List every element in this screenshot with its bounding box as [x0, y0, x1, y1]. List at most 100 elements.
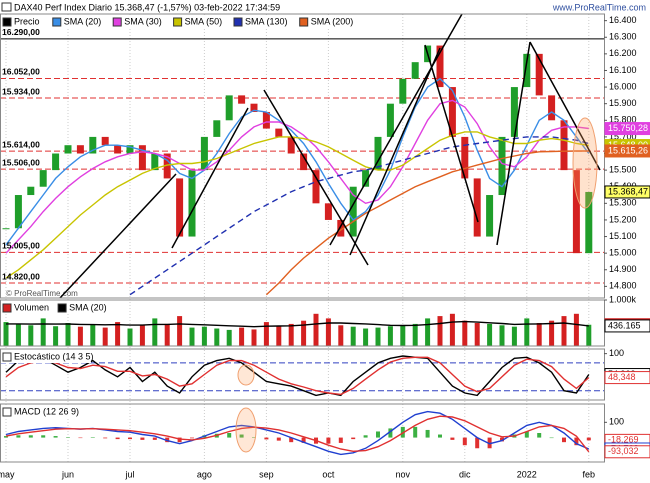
panel-frame [0, 403, 605, 463]
legend-label: SMA (20) [64, 16, 102, 26]
trend-line [424, 44, 479, 223]
candle [39, 170, 47, 187]
candle [101, 136, 109, 146]
candle [448, 87, 456, 137]
bar [139, 325, 145, 346]
panel [0, 38, 604, 296]
level-label: 15.005,00 [2, 241, 40, 251]
bar [251, 329, 257, 346]
bar [65, 323, 71, 346]
x-tick-label: feb [583, 469, 596, 479]
histogram [41, 435, 46, 438]
legend-bg [2, 15, 52, 28]
histogram [227, 433, 232, 438]
histogram [388, 428, 393, 438]
legend-bg [1, 350, 91, 363]
level-label: 15.934,00 [2, 86, 40, 96]
histogram [425, 429, 430, 438]
legend-swatch [2, 407, 12, 417]
candle [126, 145, 134, 154]
candle [510, 87, 518, 137]
histogram [562, 437, 566, 443]
value-label-box [604, 122, 650, 136]
histogram [239, 434, 244, 438]
histogram [152, 437, 157, 440]
histogram [462, 437, 467, 446]
value-label-box [604, 319, 650, 333]
series-line [265, 150, 589, 296]
bar [449, 313, 455, 346]
value-label: -18,269 [608, 435, 639, 445]
histogram [252, 437, 256, 438]
histogram [53, 436, 58, 438]
legend-swatch [2, 17, 12, 27]
candle [225, 95, 233, 121]
candle [213, 120, 221, 137]
histogram [524, 431, 529, 438]
y-tick-label: 16.300 [609, 32, 637, 42]
value-label: 48,348 [608, 372, 636, 382]
level-label: 15.614,00 [2, 139, 40, 149]
value-label: 15.615,26 [608, 145, 648, 155]
level-label: 16.290,00 [2, 27, 40, 37]
series-line [5, 356, 590, 396]
trend-lines [59, 13, 601, 299]
histogram [500, 437, 504, 442]
chart-title: DAX40 Perf Index Diario 15.368,47 (-1,57… [14, 2, 280, 12]
y-tick-label: 15.100 [609, 231, 637, 241]
legend-swatch [299, 17, 309, 27]
bar [350, 326, 356, 346]
bar [15, 323, 21, 346]
legend-title: MACD (12 26 9) [14, 406, 79, 416]
x-tick-label: ago [197, 469, 212, 479]
trend-line [171, 107, 249, 249]
panel [4, 410, 591, 456]
candle [176, 178, 184, 237]
bar [363, 328, 369, 346]
bar [177, 316, 183, 346]
bar [499, 325, 505, 346]
legend-swatch [112, 17, 122, 27]
x-tick-label: jun [61, 469, 74, 479]
trend-line [59, 173, 177, 299]
trend-line [329, 13, 463, 246]
histogram [301, 437, 306, 443]
value-label-box [604, 185, 650, 199]
candle [585, 191, 593, 254]
candle [486, 195, 494, 237]
bar [239, 327, 245, 346]
legend-swatch [233, 17, 243, 27]
level-label: 16.052,00 [2, 67, 40, 77]
bar [400, 325, 406, 346]
trend-line [529, 41, 601, 171]
legend-label: SMA (130) [245, 16, 288, 26]
x-tick-label: dic [459, 469, 471, 479]
y-tick-label: 15.300 [609, 198, 637, 208]
bar [301, 320, 307, 346]
series-line [5, 415, 590, 453]
bar [561, 316, 567, 346]
candle [2, 228, 10, 230]
series-line [5, 99, 589, 254]
candle [324, 203, 332, 220]
histogram [103, 437, 108, 439]
bar [226, 329, 232, 346]
candle [89, 136, 97, 154]
bar [288, 323, 294, 346]
candle [560, 120, 568, 171]
histogram [90, 437, 95, 438]
bar [3, 322, 9, 346]
bar [313, 313, 319, 346]
candle [188, 170, 196, 237]
candle [250, 103, 258, 112]
bar [487, 323, 493, 346]
histogram [586, 437, 591, 441]
legend-title: Estocástico (14 3 5) [14, 351, 94, 361]
legend-swatch [57, 303, 67, 313]
panel [3, 313, 592, 346]
histogram [574, 437, 579, 446]
legend-bg [298, 15, 365, 28]
legend-label: SMA (50) [185, 16, 223, 26]
histogram [4, 436, 8, 438]
